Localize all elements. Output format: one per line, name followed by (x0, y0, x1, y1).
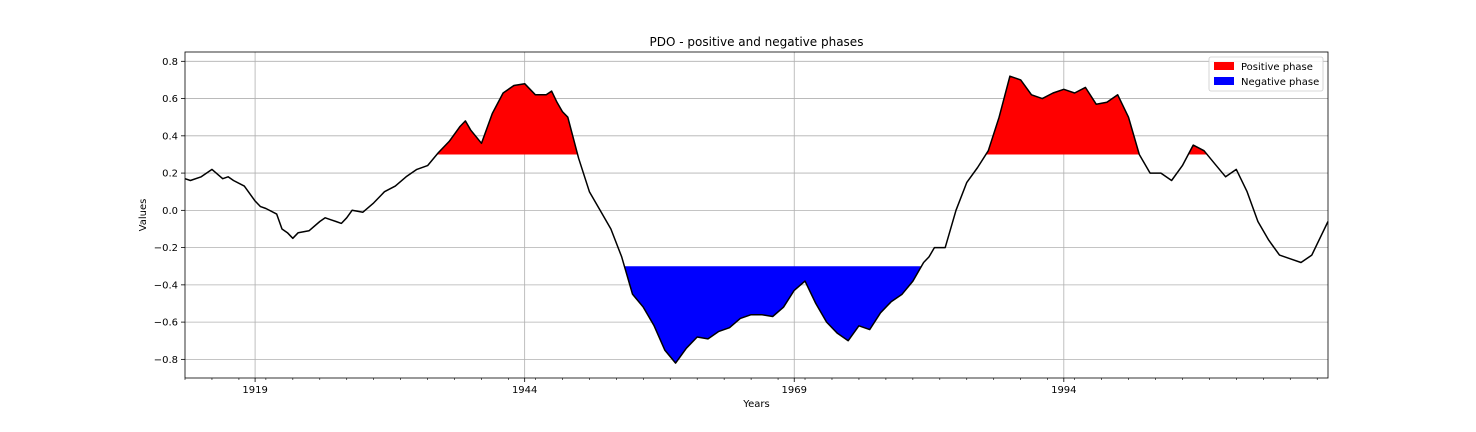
x-tick-label: 1919 (242, 385, 267, 396)
y-tick-label: −0.8 (154, 355, 178, 366)
pdo-series-line (184, 75, 1329, 364)
legend-label: Positive phase (1241, 62, 1313, 73)
y-tick-label: 0.0 (162, 206, 178, 217)
x-tick-label: 1944 (512, 385, 537, 396)
positive-phase-area (436, 83, 578, 155)
legend-swatch (1214, 62, 1234, 70)
positive-phase-area (985, 76, 1140, 155)
y-tick-label: 0.2 (162, 169, 178, 180)
legend-label: Negative phase (1241, 77, 1319, 88)
y-tick-label: 0.4 (162, 131, 178, 142)
legend-swatch (1214, 77, 1234, 85)
y-tick-label: 0.6 (162, 94, 178, 105)
y-tick-label: −0.4 (154, 280, 178, 291)
y-axis-label: Values (138, 199, 149, 232)
plot-frame (184, 51, 1329, 379)
legend-box (1208, 56, 1324, 92)
x-tick-label: 1994 (1051, 385, 1076, 396)
x-tick-label: 1969 (782, 385, 807, 396)
phase-fills (436, 76, 1208, 364)
positive-phase-area (1188, 145, 1208, 155)
y-tick-label: 0.8 (162, 57, 178, 68)
axis-ticks: 1919 1944 1969 1994 −0.8 −0.6 −0.4 −0.2 0.0 0.2 0.… (154, 57, 1318, 396)
y-tick-label: −0.2 (154, 243, 178, 254)
grid-lines (185, 52, 1328, 378)
legend: Positive phase Negative phase (1208, 56, 1324, 92)
chart-title: PDO - positive and negative phases (650, 35, 864, 49)
y-tick-label: −0.6 (154, 318, 178, 329)
x-axis-label: Years (742, 399, 769, 410)
series-line-layer (184, 75, 1329, 364)
negative-phase-area (624, 266, 922, 364)
